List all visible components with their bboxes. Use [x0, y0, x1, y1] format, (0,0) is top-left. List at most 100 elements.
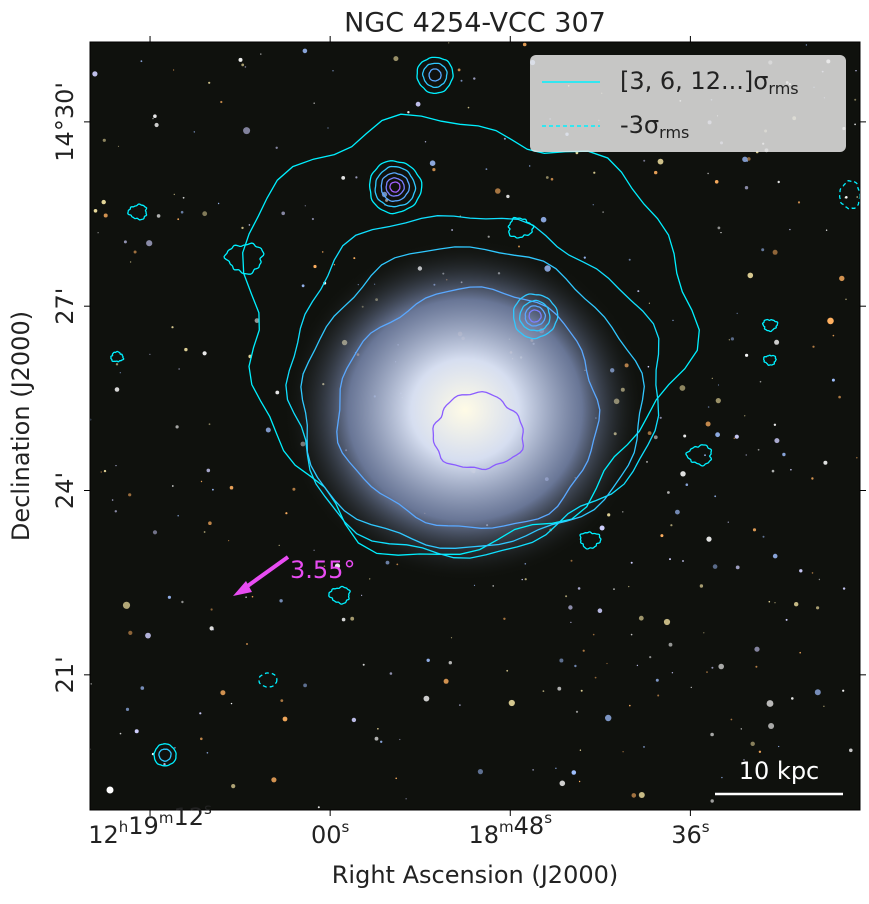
star — [477, 769, 483, 775]
star — [670, 524, 673, 527]
star — [730, 718, 733, 721]
star — [785, 618, 788, 621]
star — [721, 776, 723, 779]
star — [778, 745, 780, 748]
star — [766, 700, 774, 707]
contour — [528, 309, 542, 323]
star — [311, 217, 314, 221]
star — [631, 793, 637, 798]
star — [675, 509, 680, 515]
star — [152, 117, 154, 120]
star — [405, 798, 407, 800]
star — [757, 448, 760, 451]
star — [794, 602, 799, 607]
star — [524, 578, 527, 581]
star — [377, 728, 379, 730]
star — [715, 432, 720, 438]
star — [114, 387, 120, 392]
star — [849, 748, 853, 753]
star — [646, 460, 648, 463]
star — [735, 565, 740, 570]
star — [302, 48, 308, 54]
star — [720, 232, 722, 234]
star — [816, 606, 820, 610]
contour — [763, 354, 777, 366]
plot-frame — [89, 41, 861, 811]
star — [659, 416, 662, 419]
star — [744, 415, 746, 417]
star — [680, 471, 686, 477]
star — [856, 196, 858, 198]
star — [540, 216, 547, 223]
star — [152, 530, 158, 535]
star — [275, 146, 278, 149]
star — [842, 689, 845, 692]
star — [426, 658, 430, 662]
star — [838, 395, 841, 399]
scale-label: 10 kpc — [739, 757, 820, 785]
star — [230, 702, 233, 705]
star — [321, 251, 324, 253]
star — [248, 224, 251, 226]
star — [592, 204, 594, 206]
star — [177, 514, 179, 517]
star — [203, 531, 206, 533]
star — [265, 427, 271, 433]
star — [217, 202, 220, 205]
star — [682, 560, 684, 562]
star — [231, 784, 236, 789]
contour — [524, 305, 547, 327]
legend-label: -3σrms — [620, 111, 689, 142]
star — [711, 377, 713, 379]
star — [443, 678, 449, 684]
star — [506, 194, 510, 199]
star — [592, 633, 595, 636]
star — [243, 127, 251, 135]
star — [119, 372, 121, 374]
star — [734, 434, 739, 439]
star — [103, 213, 108, 218]
star — [333, 264, 336, 266]
star — [654, 170, 658, 175]
star — [350, 616, 355, 621]
star — [451, 229, 454, 231]
star — [522, 42, 527, 47]
star — [744, 186, 749, 190]
star — [102, 138, 106, 142]
star — [578, 780, 581, 783]
star — [762, 535, 765, 538]
star — [415, 101, 421, 107]
star — [597, 608, 603, 613]
star — [182, 196, 185, 199]
star — [799, 651, 801, 654]
star — [448, 661, 452, 665]
star — [492, 585, 495, 587]
contour — [428, 68, 442, 82]
star — [772, 249, 778, 255]
star — [706, 536, 712, 542]
contour — [432, 390, 525, 471]
star — [736, 312, 738, 315]
chart-title: NGC 4254-VCC 307 — [344, 8, 606, 39]
star — [842, 587, 846, 590]
star — [714, 495, 717, 498]
star — [629, 704, 631, 707]
star — [647, 431, 652, 435]
y-tick-label: 24' — [51, 472, 79, 509]
star — [643, 159, 646, 162]
star — [730, 337, 735, 341]
star — [768, 600, 771, 603]
star — [93, 209, 98, 213]
star — [706, 671, 708, 673]
star — [660, 534, 664, 538]
star — [742, 156, 748, 162]
star — [200, 737, 203, 741]
star — [818, 578, 821, 581]
legend-label: [3, 6, 12...]σrms — [620, 67, 799, 98]
star — [727, 521, 729, 523]
star — [529, 165, 531, 167]
contour — [685, 444, 713, 467]
star — [832, 334, 835, 337]
star — [355, 176, 358, 179]
star — [341, 617, 346, 622]
